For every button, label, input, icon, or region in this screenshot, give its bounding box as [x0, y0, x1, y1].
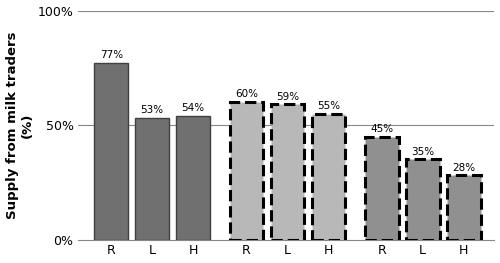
Text: 60%: 60%	[235, 89, 258, 99]
Bar	[406, 159, 440, 240]
Text: 59%: 59%	[276, 92, 299, 102]
Bar	[270, 104, 304, 240]
Text: 53%: 53%	[140, 105, 164, 115]
Text: 77%: 77%	[100, 50, 123, 60]
Text: 28%: 28%	[452, 163, 475, 173]
Y-axis label: Supply from milk traders
(%): Supply from milk traders (%)	[6, 31, 34, 219]
Text: 35%: 35%	[411, 147, 434, 157]
Bar	[136, 118, 169, 240]
Bar	[94, 63, 128, 240]
Bar	[176, 116, 210, 240]
Text: 54%: 54%	[182, 103, 205, 113]
Bar	[230, 102, 264, 240]
Text: 55%: 55%	[317, 101, 340, 111]
Bar	[365, 136, 398, 240]
Text: 45%: 45%	[370, 124, 394, 134]
Bar	[312, 114, 346, 240]
Bar	[447, 175, 480, 240]
